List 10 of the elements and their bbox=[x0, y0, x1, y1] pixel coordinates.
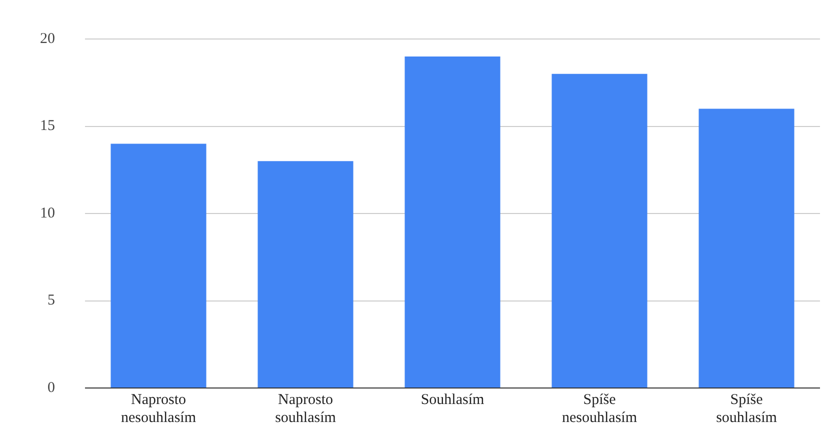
y-tick-label: 5 bbox=[48, 292, 55, 309]
x-tick-label: Spíše nesouhlasím bbox=[562, 392, 638, 426]
y-tick-label: 10 bbox=[40, 205, 55, 222]
y-tick-label: 20 bbox=[40, 30, 55, 47]
y-tick-label: 0 bbox=[48, 380, 55, 396]
x-tick-label: Souhlasím bbox=[420, 392, 484, 408]
y-tick-label: 15 bbox=[40, 118, 55, 134]
x-tick-label: Naprosto souhlasím bbox=[275, 392, 336, 426]
x-tick-label: Spíše souhlasím bbox=[716, 392, 778, 426]
x-tick-label: Naprosto nesouhlasím bbox=[121, 392, 196, 426]
